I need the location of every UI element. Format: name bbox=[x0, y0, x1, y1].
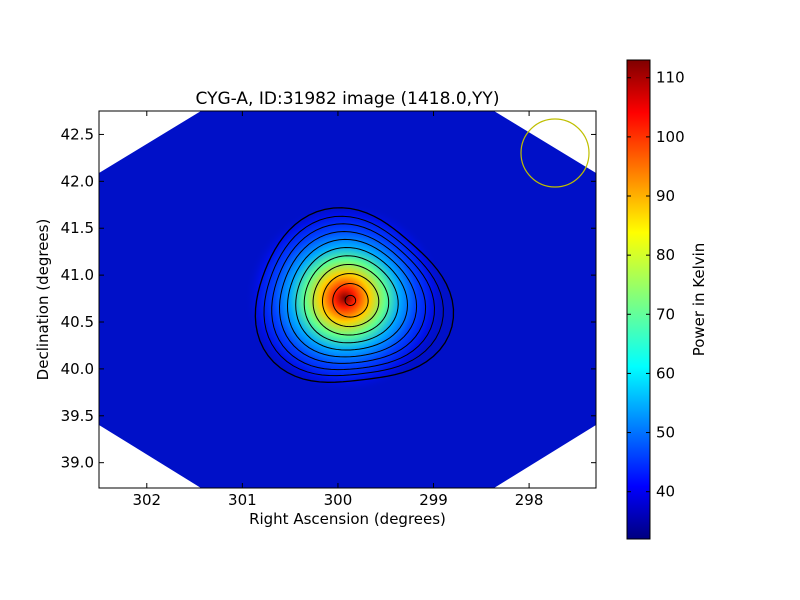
heatmap-source bbox=[99, 111, 596, 488]
colorbar-tick-label: 60 bbox=[656, 364, 675, 382]
y-axis-ticks: 39.0 39.5 40.0 40.5 41.0 41.5 42.0 42.5 bbox=[61, 125, 596, 472]
y-tick-label: 40.5 bbox=[61, 313, 94, 331]
colorbar-tick-label: 50 bbox=[656, 424, 675, 442]
y-axis-label: Declination (degrees) bbox=[34, 219, 52, 381]
y-tick-label: 42.0 bbox=[61, 172, 94, 190]
beam-marker bbox=[520, 118, 590, 188]
contour-line bbox=[321, 273, 380, 328]
contour-line bbox=[312, 263, 390, 336]
x-axis-ticks: 302 301 300 299 298 bbox=[132, 111, 543, 509]
colorbar: 40 50 60 70 80 90 100 110 Power in Kelvin bbox=[626, 59, 708, 540]
contour-line bbox=[286, 238, 418, 358]
x-tick-label: 301 bbox=[228, 491, 257, 509]
y-tick-label: 41.5 bbox=[61, 219, 94, 237]
x-axis-label: Right Ascension (degrees) bbox=[249, 510, 446, 528]
y-tick-label: 40.0 bbox=[61, 360, 94, 378]
colorbar-tick-label: 90 bbox=[656, 187, 675, 205]
x-tick-label: 298 bbox=[515, 491, 544, 509]
colorbar-tick-label: 100 bbox=[656, 128, 685, 146]
contour-line bbox=[295, 246, 408, 351]
plot-area bbox=[99, 111, 596, 488]
contour-line bbox=[263, 215, 444, 377]
contour-line bbox=[254, 207, 455, 383]
x-tick-label: 300 bbox=[324, 491, 353, 509]
contour-line bbox=[332, 283, 369, 318]
contour-line bbox=[344, 294, 357, 306]
y-tick-label: 41.0 bbox=[61, 266, 94, 284]
colorbar-tick-label: 70 bbox=[656, 305, 675, 323]
colorbar-tick-label: 40 bbox=[656, 483, 675, 501]
contour-line bbox=[279, 231, 427, 364]
colorbar-tick-label: 80 bbox=[656, 246, 675, 264]
contour-line bbox=[303, 255, 399, 344]
y-tick-label: 42.5 bbox=[61, 125, 94, 143]
contour-lines bbox=[254, 207, 455, 383]
colorbar-tick-label: 110 bbox=[656, 69, 685, 87]
y-tick-label: 39.0 bbox=[61, 454, 94, 472]
plot-frame bbox=[98, 110, 597, 489]
chart-title: CYG-A, ID:31982 image (1418.0,YY) bbox=[196, 89, 500, 109]
colorbar-gradient bbox=[626, 59, 651, 540]
colorbar-label: Power in Kelvin bbox=[690, 243, 708, 357]
y-tick-label: 39.5 bbox=[61, 407, 94, 425]
x-tick-label: 302 bbox=[132, 491, 161, 509]
x-tick-label: 299 bbox=[419, 491, 448, 509]
colorbar-ticks: 40 50 60 70 80 90 100 110 bbox=[627, 69, 685, 501]
contour-line bbox=[271, 223, 435, 371]
